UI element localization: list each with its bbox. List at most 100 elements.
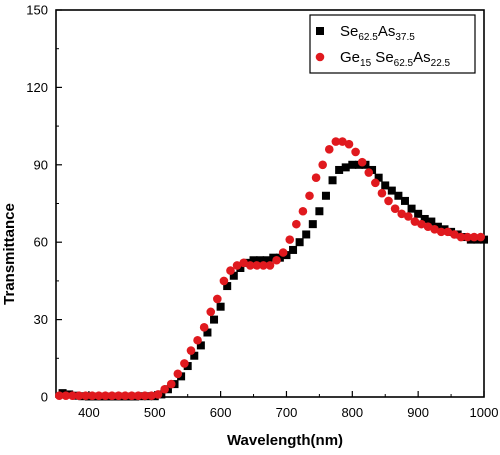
data-point	[173, 369, 183, 379]
legend-text-part: Se	[340, 23, 358, 40]
data-point	[134, 391, 143, 401]
legend-entry: Se62.5As37.5	[340, 23, 415, 43]
data-point	[397, 209, 406, 219]
data-point	[206, 307, 216, 317]
data-point	[324, 145, 334, 154]
data-point	[450, 230, 459, 239]
data-point	[390, 204, 400, 213]
legend-text-part: 15	[360, 58, 372, 69]
data-point	[315, 207, 324, 216]
data-point	[308, 220, 317, 229]
data-point	[387, 186, 396, 195]
legend-marker	[315, 52, 325, 62]
data-point	[417, 219, 426, 229]
data-point	[203, 328, 212, 337]
data-point	[226, 266, 235, 275]
data-point	[469, 232, 479, 242]
data-point	[292, 219, 301, 229]
data-point	[278, 248, 288, 257]
y-tick-label: 120	[26, 80, 48, 95]
data-point	[239, 258, 248, 268]
x-tick-label: 600	[210, 405, 232, 420]
data-point	[94, 391, 104, 401]
data-point	[443, 227, 453, 237]
data-point	[216, 302, 225, 311]
legend-entry: Ge15 Se62.5As22.5	[340, 49, 451, 69]
data-point	[285, 235, 295, 244]
y-axis: 0 30 60 90 120 150	[26, 3, 62, 405]
data-point	[107, 391, 117, 401]
x-tick-label: 1000	[470, 405, 499, 420]
data-point	[321, 191, 330, 200]
y-axis-title: Transmittance	[1, 203, 18, 305]
data-point	[272, 255, 281, 265]
data-point	[407, 204, 416, 213]
data-point	[414, 209, 423, 218]
x-axis-title: Wavelength(nm)	[227, 432, 343, 449]
data-point	[252, 261, 262, 270]
data-point	[400, 196, 409, 205]
data-point	[140, 391, 150, 401]
data-point	[348, 160, 357, 169]
data-point	[120, 391, 130, 401]
data-point	[81, 391, 90, 401]
data-point	[420, 214, 429, 223]
data-point	[357, 157, 367, 167]
data-point	[210, 315, 219, 324]
data-point	[410, 217, 420, 226]
data-point	[295, 238, 304, 247]
legend-box	[309, 14, 476, 74]
data-point	[423, 222, 433, 232]
data-point	[403, 212, 413, 221]
data-point	[193, 335, 202, 345]
data-point	[213, 294, 222, 304]
data-point	[190, 351, 199, 360]
data-point	[160, 384, 169, 394]
legend-text-part: Se	[371, 49, 394, 66]
data-point	[463, 232, 472, 242]
y-tick-label: 30	[34, 312, 48, 327]
series-layer	[54, 137, 488, 401]
x-tick-label: 500	[144, 405, 166, 420]
data-point	[68, 391, 77, 401]
data-point	[351, 147, 360, 157]
legend-text-part: Ge	[340, 49, 360, 66]
data-point	[430, 225, 439, 234]
data-point	[87, 391, 97, 401]
y-tick-label: 90	[34, 157, 48, 172]
data-point	[328, 176, 337, 185]
data-point	[335, 165, 344, 174]
data-point	[249, 256, 258, 265]
data-point	[338, 137, 347, 146]
data-point	[256, 256, 265, 265]
data-point	[381, 181, 390, 190]
data-point	[364, 168, 374, 177]
data-point	[262, 256, 271, 265]
data-point	[311, 173, 321, 182]
data-point	[302, 230, 311, 239]
data-point	[259, 261, 268, 270]
data-point	[147, 391, 156, 401]
legend-text-part: 62.5	[394, 58, 414, 69]
data-point	[436, 227, 446, 237]
data-point	[298, 206, 308, 216]
data-point	[331, 137, 341, 146]
data-point	[456, 232, 466, 242]
data-point	[305, 191, 314, 201]
data-point	[101, 391, 110, 401]
data-point	[223, 282, 232, 291]
data-point	[289, 245, 298, 254]
legend-text-part: 22.5	[431, 58, 451, 69]
data-point	[374, 173, 383, 182]
data-point	[341, 163, 350, 172]
y-tick-label: 150	[26, 3, 48, 18]
legend-text-part: As	[378, 23, 396, 40]
data-point	[196, 341, 205, 350]
data-point	[180, 359, 189, 368]
data-point	[61, 391, 71, 401]
data-point	[54, 391, 64, 401]
data-point	[344, 139, 354, 149]
data-point	[394, 191, 403, 200]
